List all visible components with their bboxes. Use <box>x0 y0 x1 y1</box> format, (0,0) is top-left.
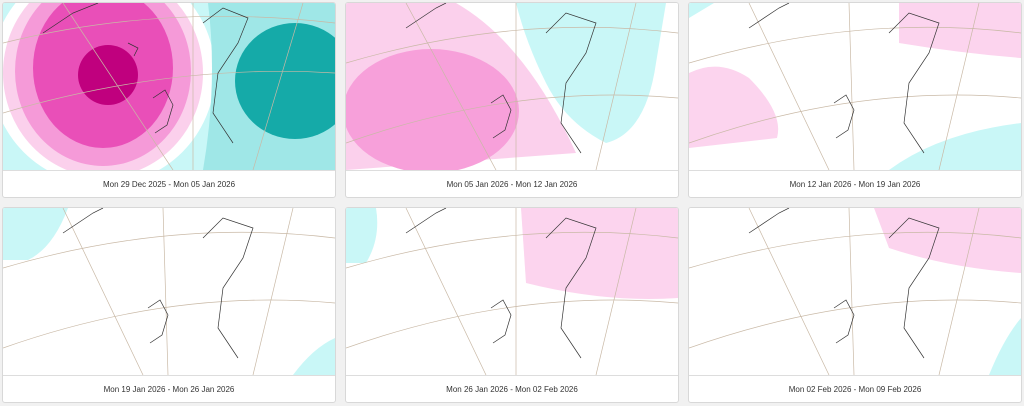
map-card[interactable]: Mon 19 Jan 2026 - Mon 26 Jan 2026 <box>2 207 336 403</box>
map-card[interactable]: Mon 12 Jan 2026 - Mon 19 Jan 2026 <box>688 2 1022 198</box>
coastline <box>42 3 249 144</box>
graticule <box>689 208 1021 375</box>
anomaly-area <box>521 208 678 299</box>
anomaly-area <box>689 3 714 18</box>
anomaly-area <box>989 318 1021 375</box>
anomaly-area <box>293 338 335 375</box>
anomaly-area <box>874 208 1021 273</box>
anomaly-area <box>689 66 779 148</box>
coastline <box>405 208 597 359</box>
anomaly-area <box>899 3 1021 58</box>
graticule <box>3 3 335 170</box>
anomaly-core <box>235 23 335 139</box>
map <box>689 208 1021 376</box>
map <box>3 3 335 171</box>
map <box>3 208 335 376</box>
map-card[interactable]: Mon 29 Dec 2025 - Mon 05 Jan 2026 <box>2 2 336 198</box>
coastline <box>748 208 940 359</box>
caption: Mon 26 Jan 2026 - Mon 02 Feb 2026 <box>446 385 578 394</box>
caption: Mon 29 Dec 2025 - Mon 05 Jan 2026 <box>102 180 236 189</box>
anomaly-area <box>516 3 666 143</box>
map-card[interactable]: Mon 05 Jan 2026 - Mon 12 Jan 2026 <box>345 2 679 198</box>
anomaly-area <box>3 208 68 260</box>
map-card[interactable]: Mon 26 Jan 2026 - Mon 02 Feb 2026 <box>345 207 679 403</box>
anomaly-core <box>78 45 138 105</box>
graticule <box>689 3 1021 170</box>
caption: Mon 02 Feb 2026 - Mon 09 Feb 2026 <box>788 385 922 394</box>
anomaly-area <box>346 208 378 263</box>
caption: Mon 05 Jan 2026 - Mon 12 Jan 2026 <box>446 180 578 189</box>
map <box>689 3 1021 171</box>
graticule <box>346 3 678 170</box>
map <box>346 3 678 171</box>
coastline <box>62 208 254 359</box>
map <box>346 208 678 376</box>
coastline <box>405 3 597 154</box>
caption: Mon 12 Jan 2026 - Mon 19 Jan 2026 <box>789 180 921 189</box>
map-card[interactable]: Mon 02 Feb 2026 - Mon 09 Feb 2026 <box>688 207 1022 403</box>
anomaly-area <box>889 123 1021 170</box>
anomaly-area <box>346 49 519 170</box>
graticule <box>346 208 678 375</box>
coastline <box>748 3 940 154</box>
graticule <box>3 208 335 375</box>
caption: Mon 19 Jan 2026 - Mon 26 Jan 2026 <box>103 385 235 394</box>
